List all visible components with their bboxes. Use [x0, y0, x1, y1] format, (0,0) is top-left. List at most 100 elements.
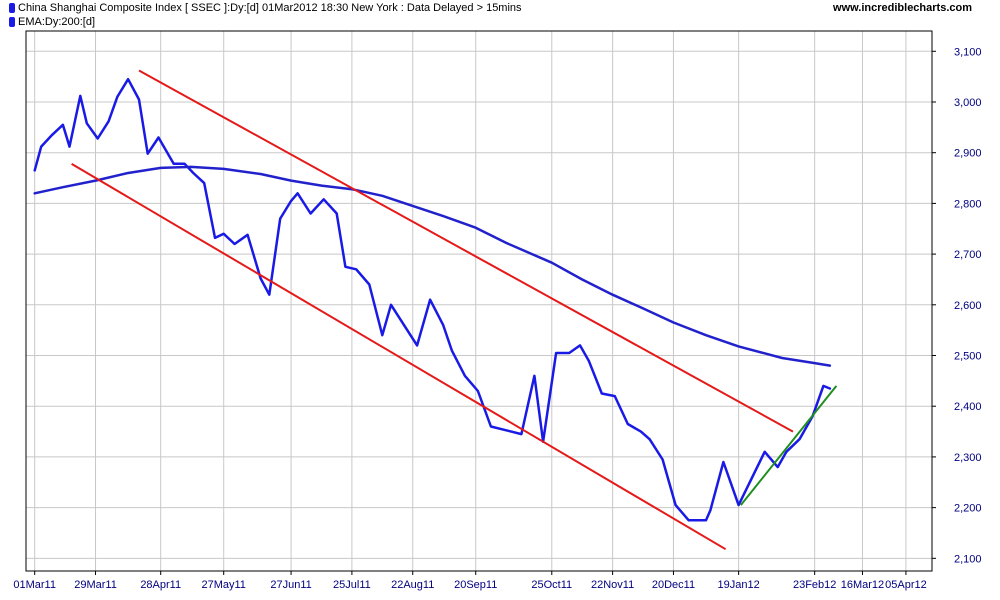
- price-point: [464, 374, 466, 377]
- ema-point: [474, 226, 477, 229]
- price-point: [403, 324, 405, 326]
- ema-point: [442, 215, 444, 217]
- ema-point: [190, 166, 192, 168]
- x-tick-label: 20Dec11: [652, 579, 695, 591]
- price-point: [763, 451, 766, 453]
- price-point: [116, 96, 119, 98]
- legend-price-label: China Shanghai Composite Index [ SSEC ]:…: [18, 2, 522, 14]
- price-point: [674, 504, 677, 506]
- price-point: [96, 137, 99, 140]
- price-point: [290, 200, 292, 202]
- y-tick-label: 2,900: [954, 148, 982, 160]
- price-point: [416, 344, 418, 347]
- ema-point: [505, 242, 507, 244]
- y-tick-label: 2,100: [954, 553, 982, 565]
- price-point: [798, 438, 801, 440]
- grid: [26, 31, 932, 571]
- ema-point: [829, 364, 831, 367]
- y-tick-label: 2,600: [954, 300, 982, 312]
- price-point: [203, 182, 205, 184]
- ema-point: [290, 179, 292, 182]
- price-point: [344, 265, 347, 268]
- price-point: [568, 352, 570, 354]
- ema-point: [705, 334, 707, 337]
- y-axis: 2,100 2,200 2,300 2,400 2,500 2,600 2,700 2,800…: [932, 46, 982, 565]
- x-tick-label: 22Nov11: [591, 579, 634, 591]
- price-point: [785, 451, 788, 453]
- price-point: [822, 385, 825, 387]
- legend-ema: EMA:Dy:200:[d]: [9, 16, 95, 28]
- price-point: [259, 277, 262, 280]
- price-point: [442, 324, 444, 326]
- price-point: [737, 504, 740, 506]
- price-point: [214, 237, 216, 239]
- legend-ema-swatch: [9, 17, 15, 27]
- y-tick-label: 2,800: [954, 198, 982, 210]
- ema-point: [411, 205, 414, 207]
- price-point: [86, 122, 88, 125]
- site-credit[interactable]: www.incrediblecharts.com: [833, 2, 972, 14]
- price-point: [555, 352, 557, 354]
- y-tick-label: 3,100: [954, 46, 982, 58]
- legend-price-swatch: [9, 3, 15, 13]
- price-point: [648, 438, 651, 440]
- price-point: [640, 430, 642, 433]
- price-point: [381, 334, 384, 337]
- x-tick-label: 20Sep11: [454, 579, 497, 591]
- x-tick-label: 28Apr11: [140, 579, 181, 591]
- price-point: [268, 293, 271, 296]
- price-point: [51, 134, 53, 136]
- lower-channel-line: [71, 162, 727, 551]
- legend-price: China Shanghai Composite Index [ SSEC ]:…: [9, 2, 522, 14]
- price-point: [246, 234, 249, 236]
- price-point: [520, 433, 523, 435]
- price-point: [429, 298, 431, 301]
- price-line: [33, 77, 832, 522]
- price-point: [451, 349, 453, 352]
- price-point: [533, 374, 536, 377]
- upper-channel-line: [138, 69, 794, 433]
- x-tick-label: 19Jan12: [718, 579, 760, 591]
- price-point: [309, 212, 312, 215]
- ema-point: [94, 179, 97, 182]
- x-axis: 01Mar11 29Mar11 28Apr11 27May11 27Jun11 25Jul…: [13, 571, 927, 591]
- ema-point: [320, 184, 323, 187]
- ema-point: [127, 172, 129, 174]
- price-point: [579, 344, 581, 347]
- price-point: [233, 243, 236, 245]
- ema-point: [259, 173, 262, 175]
- support-trendline: [740, 385, 838, 506]
- price-point: [107, 120, 110, 123]
- price-point: [296, 192, 299, 195]
- price-point: [613, 395, 616, 397]
- x-tick-label: 27Jun11: [270, 579, 311, 591]
- x-tick-label: 25Jul11: [333, 579, 371, 591]
- x-tick-label: 29Mar11: [74, 579, 117, 591]
- price-point: [705, 519, 707, 522]
- y-tick-label: 2,200: [954, 503, 982, 515]
- price-point: [600, 392, 603, 395]
- price-point: [661, 458, 664, 461]
- y-tick-label: 2,500: [954, 351, 982, 363]
- x-tick-label: 27May11: [201, 579, 245, 591]
- ema-point: [33, 192, 36, 195]
- price-point: [68, 145, 71, 148]
- price-point: [776, 466, 779, 468]
- price-point: [627, 423, 629, 425]
- x-tick-label: 01Mar11: [13, 579, 56, 591]
- price-point: [322, 198, 325, 201]
- price-point: [172, 163, 175, 165]
- ema-point: [781, 357, 783, 359]
- price-point: [146, 152, 149, 155]
- ema-point: [159, 167, 162, 169]
- x-tick-label: 25Oct11: [531, 579, 572, 591]
- price-point: [62, 124, 64, 126]
- x-tick-label: 22Aug11: [391, 579, 434, 591]
- plot-frame: [25, 30, 933, 572]
- price-point: [33, 169, 36, 172]
- price-point: [477, 390, 479, 392]
- price-point: [279, 217, 282, 220]
- trend-layer: [71, 69, 838, 551]
- price-point: [79, 95, 82, 97]
